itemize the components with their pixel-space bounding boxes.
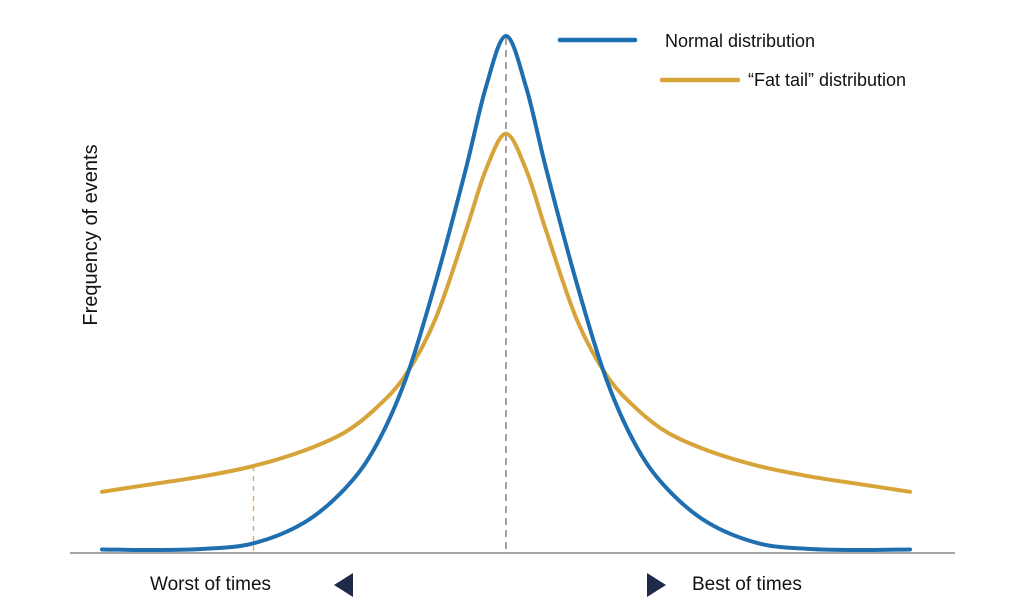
best-of-times-label: Best of times [692, 574, 802, 595]
legend-fat-tail-label: “Fat tail” distribution [748, 70, 906, 90]
normal-distribution-line [100, 34, 912, 553]
fat-tail-distribution-line [100, 131, 912, 494]
plot-area [70, 34, 955, 554]
legend: Normal distribution “Fat tail” distribut… [557, 31, 906, 90]
legend-normal-label: Normal distribution [665, 31, 815, 51]
x-direction-labels: Worst of times Best of times [150, 573, 802, 597]
worst-of-times-label: Worst of times [150, 574, 271, 595]
left-arrow-icon [334, 573, 353, 597]
y-axis-label: Frequency of events [80, 144, 102, 325]
right-arrow-icon [647, 573, 666, 597]
